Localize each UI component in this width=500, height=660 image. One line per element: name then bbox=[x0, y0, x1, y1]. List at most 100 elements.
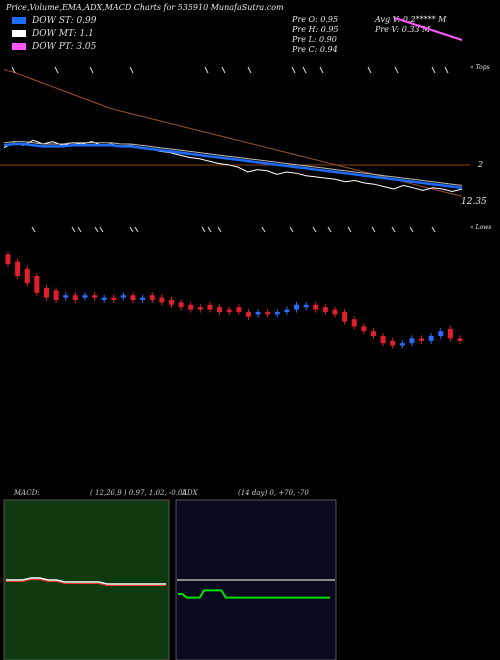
candle-body bbox=[197, 307, 203, 310]
adx-plus-line bbox=[178, 589, 330, 599]
candle-body bbox=[101, 297, 107, 300]
macd-title: MACD: bbox=[14, 489, 40, 497]
low-tick-mark bbox=[207, 226, 212, 233]
low-tick-mark bbox=[431, 226, 436, 233]
legend-dow-pt: DOW PT: 3.05 bbox=[12, 42, 96, 52]
candle-body bbox=[168, 300, 174, 305]
ema-mid-line bbox=[3, 141, 463, 186]
candle-body bbox=[399, 343, 405, 346]
low-tick-mark bbox=[71, 226, 76, 233]
candle-body bbox=[149, 295, 155, 300]
candle-body bbox=[265, 312, 271, 315]
low-tick-mark bbox=[261, 226, 266, 233]
top-tick-mark bbox=[129, 66, 134, 74]
candle-body bbox=[188, 304, 194, 310]
candle-body bbox=[53, 290, 59, 300]
candle-body bbox=[5, 254, 11, 264]
legend-swatch-pt bbox=[12, 43, 26, 50]
low-tick-mark bbox=[99, 226, 104, 233]
low-tick-mark bbox=[77, 226, 82, 233]
low-tick-mark bbox=[409, 226, 414, 233]
top-tick-mark bbox=[431, 66, 436, 74]
stat-pre-low: Pre L: 0.90 bbox=[292, 35, 337, 44]
legend-dow-mt: DOW MT: 1.1 bbox=[12, 29, 94, 39]
candle-body bbox=[332, 309, 338, 315]
top-tick-mark bbox=[54, 66, 59, 74]
candle-body bbox=[419, 338, 425, 341]
tick-marks bbox=[11, 66, 449, 233]
label-price: 12.35 bbox=[461, 197, 487, 207]
top-tick-mark bbox=[11, 66, 16, 74]
stat-pre-volume: Pre V: 0.33 M bbox=[375, 25, 431, 34]
legend-swatch-st bbox=[12, 17, 26, 24]
top-tick-mark bbox=[319, 66, 324, 74]
top-tick-mark bbox=[291, 66, 296, 74]
candle-body bbox=[438, 331, 444, 336]
candle-body bbox=[370, 331, 376, 336]
chart-title: Price,Volume,EMA,ADX,MACD Charts for 535… bbox=[6, 3, 284, 12]
candle-body bbox=[140, 297, 146, 300]
top-tick-mark bbox=[204, 66, 209, 74]
candle-body bbox=[313, 304, 319, 310]
candle-body bbox=[92, 295, 98, 298]
low-tick-mark bbox=[391, 226, 396, 233]
candle-body bbox=[34, 276, 40, 293]
ema-short-line bbox=[3, 142, 463, 190]
candle-body bbox=[380, 336, 386, 344]
label-level: 2 bbox=[478, 160, 484, 169]
candle-body bbox=[63, 295, 69, 298]
candle-body bbox=[284, 309, 290, 312]
candle-body bbox=[457, 338, 463, 341]
low-tick-mark bbox=[327, 226, 332, 233]
candle-body bbox=[236, 307, 242, 312]
macd-signal-line bbox=[6, 579, 166, 586]
candle-body bbox=[428, 336, 434, 341]
candles bbox=[5, 251, 463, 349]
low-tick-mark bbox=[289, 226, 294, 233]
candle-body bbox=[409, 338, 415, 344]
candle-body bbox=[207, 304, 213, 310]
candle-body bbox=[361, 326, 367, 332]
macd-params: ( 12,26,9 ) 0.97, 1.02, -0.05 bbox=[90, 489, 187, 497]
ema-layer bbox=[3, 69, 463, 197]
top-tick-mark bbox=[394, 66, 399, 74]
low-tick-mark bbox=[134, 226, 139, 233]
candle-body bbox=[130, 295, 136, 300]
candle-body bbox=[245, 312, 251, 317]
candle-body bbox=[342, 312, 348, 322]
low-tick-mark bbox=[347, 226, 352, 233]
candle-body bbox=[43, 288, 49, 298]
top-tick-mark bbox=[444, 66, 449, 74]
adx-params: (14 day) 0, +70, -70 bbox=[238, 489, 309, 497]
candle-body bbox=[120, 295, 126, 298]
candle-body bbox=[111, 297, 117, 300]
dow-pt-line bbox=[394, 17, 463, 41]
low-tick-mark bbox=[371, 226, 376, 233]
candle-body bbox=[226, 309, 232, 312]
low-tick-mark bbox=[129, 226, 134, 233]
adx-line bbox=[178, 589, 330, 599]
candle-body bbox=[72, 295, 78, 300]
stat-pre-close: Pre C: 0.94 bbox=[292, 45, 338, 54]
candle-body bbox=[82, 295, 88, 298]
top-tick-mark bbox=[221, 66, 226, 74]
stat-avg-volume: Avg V: 0.2***** M bbox=[375, 15, 447, 24]
stat-pre-high: Pre H: 0.95 bbox=[292, 25, 339, 34]
low-tick-mark bbox=[94, 226, 99, 233]
candle-body bbox=[351, 319, 357, 327]
macd-line bbox=[6, 577, 166, 585]
candle-body bbox=[390, 340, 396, 346]
candle-body bbox=[447, 328, 453, 339]
candle-body bbox=[255, 312, 261, 315]
low-tick-mark bbox=[201, 226, 206, 233]
legend-label-st: DOW ST: 0.99 bbox=[32, 16, 97, 26]
candle-body bbox=[24, 268, 30, 284]
legend-label-mt: DOW MT: 1.1 bbox=[32, 29, 94, 39]
price-line bbox=[3, 139, 463, 193]
top-tick-mark bbox=[247, 66, 252, 74]
low-tick-mark bbox=[31, 226, 36, 233]
top-tick-mark bbox=[89, 66, 94, 74]
candle-body bbox=[178, 302, 184, 308]
legend-swatch-mt bbox=[12, 30, 26, 37]
